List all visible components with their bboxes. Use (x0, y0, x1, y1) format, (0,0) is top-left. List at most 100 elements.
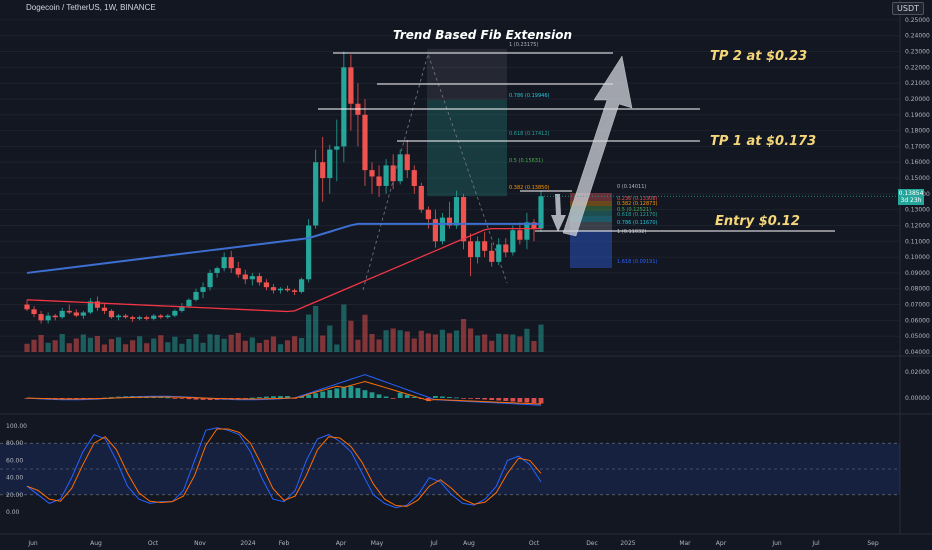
candle-body (130, 317, 136, 319)
candle-body (524, 222, 530, 240)
candle-body (517, 230, 523, 240)
candle (101, 302, 108, 315)
macd-hist-bar (376, 394, 382, 398)
macd-hist-bar (425, 398, 431, 402)
candle (165, 314, 171, 319)
candle-body (277, 288, 284, 291)
volume-bar (383, 330, 389, 352)
candle-body (291, 290, 298, 292)
candle-body (341, 67, 347, 147)
volume-bar (80, 334, 86, 352)
candle (404, 140, 410, 179)
candle-body (200, 287, 206, 292)
volume-bar (228, 334, 234, 352)
macd-hist-bar (461, 398, 466, 399)
macd-hist-bar (475, 398, 481, 399)
candle-body (73, 312, 79, 316)
volume-bar (425, 333, 431, 352)
candle (327, 144, 333, 194)
price-tick-label: 0.18000 (905, 128, 930, 135)
time-tick-label: Apr (336, 540, 347, 547)
ma-50-line (26, 228, 541, 313)
time-tick-label: Apr (716, 540, 727, 547)
candle (270, 284, 277, 294)
volume-bar (299, 338, 305, 352)
volume-bar (291, 336, 298, 352)
macd-hist-bar (285, 396, 290, 398)
tp2-label: TP 2 at $0.23 (710, 49, 808, 64)
macd-hist-bar (383, 396, 389, 398)
symbol-header[interactable]: Dogecoin / TetherUS, 1W, BINANCE (26, 3, 156, 12)
volume-bar (475, 335, 481, 352)
volume-bar (538, 324, 544, 352)
candle (524, 212, 530, 250)
candle-body (31, 309, 37, 315)
candle (439, 212, 446, 245)
price-tick-label: 0.13000 (905, 207, 930, 214)
candle-body (66, 310, 72, 313)
price-tick-label: 0.04000 (905, 349, 930, 356)
volume-bar (242, 340, 248, 352)
tp1-label: TP 1 at $0.173 (710, 134, 817, 149)
time-tick-label: Nov (194, 540, 206, 547)
candle (432, 209, 438, 248)
candle-body (432, 219, 438, 242)
candle-body (24, 304, 30, 310)
macd-hist-bar (341, 386, 347, 398)
fib2-level-label: 1.618 (0.09191) (617, 259, 658, 265)
volume-bar (306, 314, 312, 352)
volume-bar (137, 336, 143, 352)
candle-body (59, 310, 65, 318)
macd-hist-bar (454, 397, 459, 399)
volume-bar (38, 335, 44, 352)
candle (31, 306, 37, 318)
time-tick-label: Sep (867, 540, 879, 547)
candle (193, 288, 199, 302)
macd-hist-bar (235, 398, 241, 399)
macd-hist-bar (179, 398, 185, 399)
volume-bar (221, 338, 227, 352)
candle (144, 315, 150, 321)
candle (284, 285, 291, 292)
volume-bar (453, 330, 460, 352)
candle-body (418, 185, 424, 210)
candle (242, 269, 248, 284)
macd-hist-bar (186, 398, 192, 400)
macd-hist-bar (397, 392, 403, 398)
time-tick-label: Oct (148, 540, 159, 547)
candle-body (453, 197, 460, 226)
price-tick-label: 0.25000 (905, 17, 930, 24)
volume-bar (355, 339, 361, 352)
macd-hist-bar (531, 398, 537, 403)
fib2-zone (570, 216, 612, 222)
candle (517, 222, 523, 245)
volume-bar (144, 343, 150, 352)
candle-body (270, 287, 277, 291)
candle-body (242, 274, 248, 280)
fib-zone (427, 99, 507, 197)
volume-bar (482, 334, 488, 352)
macd-hist-bar (369, 392, 375, 398)
macd-tick-label: 0.00000 (905, 395, 930, 402)
candle-body (284, 288, 291, 291)
candle (94, 296, 101, 311)
fib2-level-label: 0 (0.14011) (617, 184, 646, 190)
candle-body (151, 315, 157, 319)
volume-bar (193, 334, 199, 352)
volume-bar (87, 337, 93, 352)
volume-bar (390, 328, 396, 352)
volume-bar (52, 340, 58, 352)
price-tick-label: 0.16000 (905, 159, 930, 166)
volume-bar (524, 328, 530, 352)
macd-hist-bar (165, 397, 171, 399)
candle-body (207, 272, 213, 288)
currency-button[interactable]: USDT (892, 2, 924, 15)
macd-hist-bar (496, 398, 502, 401)
candle-body (221, 257, 227, 269)
stoch-k-line (26, 427, 542, 509)
macd-hist-bar (249, 397, 255, 399)
candle-body (425, 209, 431, 220)
fib2-level-label: 1 (0.11032) (617, 229, 646, 235)
fib-level-label: 1 (0.23175) (509, 42, 538, 48)
